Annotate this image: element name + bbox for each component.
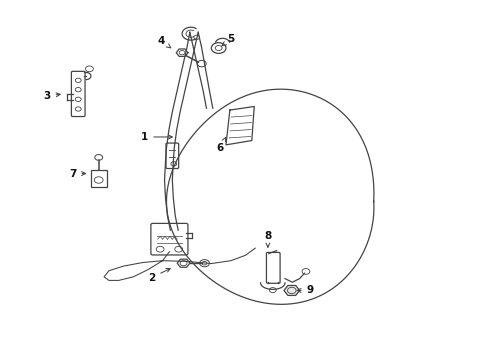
Text: 9: 9 — [297, 285, 313, 296]
Polygon shape — [284, 285, 299, 296]
Bar — [91, 170, 106, 187]
Text: 3: 3 — [43, 91, 60, 101]
Text: 4: 4 — [158, 36, 170, 48]
Text: 1: 1 — [141, 132, 172, 142]
Text: 5: 5 — [222, 34, 234, 46]
Text: 2: 2 — [148, 269, 170, 283]
Text: 6: 6 — [216, 138, 225, 153]
Text: 8: 8 — [264, 231, 271, 247]
Text: 7: 7 — [69, 168, 85, 179]
